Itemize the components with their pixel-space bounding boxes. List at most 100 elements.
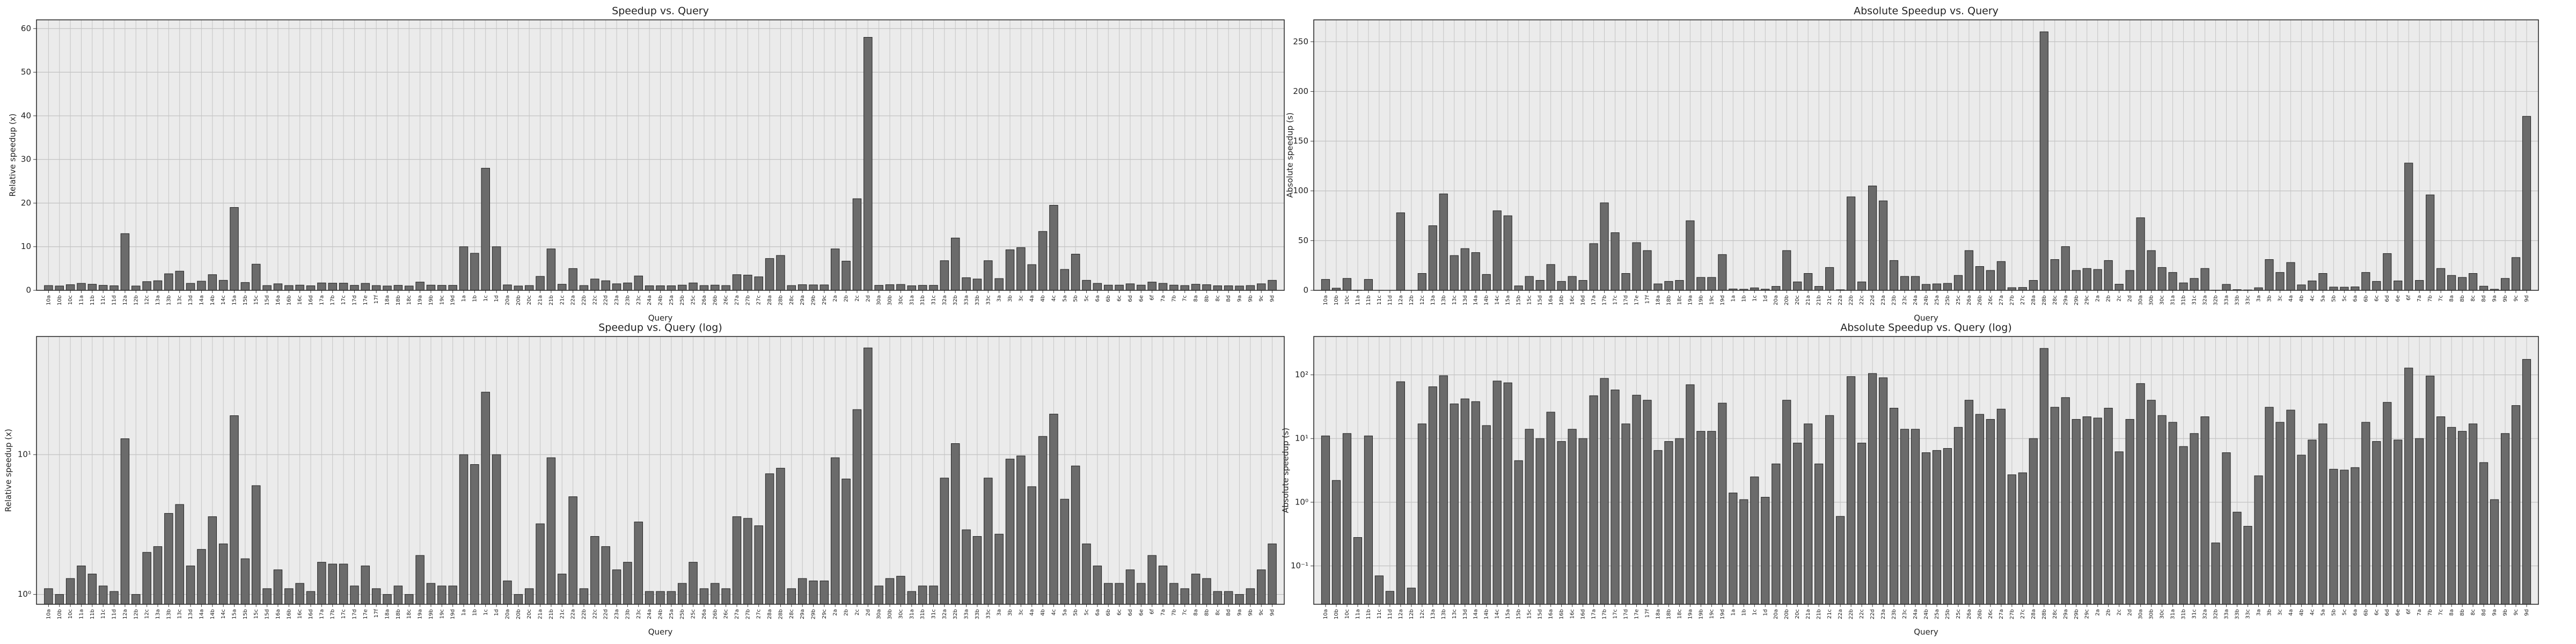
x-tick-label: 8c <box>2470 295 2476 302</box>
bar <box>1868 185 1877 291</box>
x-tick-label: 23a <box>1880 609 1886 619</box>
x-tick-label: 11b <box>1366 609 1372 619</box>
bar <box>2222 284 2231 291</box>
x-tick-label: 6c <box>1117 609 1123 616</box>
bar <box>994 278 1004 291</box>
x-tick-label: 25b <box>679 609 685 619</box>
bar <box>754 525 763 605</box>
bar <box>1707 277 1716 291</box>
bar <box>2190 278 2199 291</box>
x-tick-label: 4c <box>1051 295 1057 302</box>
bar <box>2447 275 2456 291</box>
bar <box>765 473 774 605</box>
bar <box>667 591 676 605</box>
bar <box>437 586 447 605</box>
bar <box>721 588 730 605</box>
bar <box>558 284 567 291</box>
x-tick-label: 25b <box>679 295 685 305</box>
x-tick-label: 25a <box>669 609 675 619</box>
bar <box>743 518 752 605</box>
bar <box>1428 225 1437 291</box>
bar <box>1038 231 1048 291</box>
bar <box>2093 269 2102 291</box>
bar <box>1060 499 1070 605</box>
x-tick-label: 5a <box>1062 609 1068 616</box>
x-tick-label: 32b <box>953 295 958 305</box>
bar <box>2340 470 2349 605</box>
x-tick-label: 6b <box>2363 609 2369 616</box>
bar <box>2329 469 2338 605</box>
x-tick-label: 5a <box>2320 295 2326 302</box>
x-tick-label: 4b <box>1040 295 1046 302</box>
bar <box>1460 398 1469 605</box>
x-tick-label: 8a <box>2449 295 2455 302</box>
bar <box>1707 431 1716 605</box>
x-tick-label: 8a <box>2449 609 2455 616</box>
x-tick-label: 26c <box>1988 609 1994 619</box>
bar <box>459 246 469 291</box>
bar <box>831 457 840 605</box>
x-tick-label: 11a <box>1355 295 1361 305</box>
x-tick-label: 13d <box>188 295 194 305</box>
bar <box>1847 376 1856 605</box>
bar <box>536 523 545 605</box>
bar <box>55 286 64 291</box>
x-tick-label: 17a <box>1591 609 1597 619</box>
bar <box>831 248 840 291</box>
bar <box>1125 569 1135 605</box>
x-tick-label: 11c <box>1377 609 1382 619</box>
x-tick-label: 17e <box>363 295 369 305</box>
bar <box>2125 419 2134 605</box>
x-tick-label: 9d <box>2524 609 2530 616</box>
x-tick-label: 23c <box>1902 295 1908 305</box>
bar <box>262 588 272 605</box>
x-tick-label: 11d <box>1387 609 1393 619</box>
x-tick-label: 12a <box>1398 609 1404 619</box>
x-tick-label: 2b <box>844 609 850 616</box>
x-tick-label: 20c <box>1795 609 1801 619</box>
bar <box>437 285 447 291</box>
y-tick-label: 10¹ <box>1295 434 1308 443</box>
x-tick-label: 12c <box>144 609 150 619</box>
x-tick-label: 10c <box>1344 609 1350 619</box>
x-tick-label: 1c <box>483 609 489 616</box>
x-tick-label: 31b <box>920 295 926 305</box>
x-tick-label: 1a <box>461 609 467 616</box>
subplot: 10⁰ 10¹ 10a 10b 10c 11a 11b 11c 11d 12a 12b 12c 13a 1… <box>4 322 1285 637</box>
x-tick-label: 2d <box>2127 609 2133 616</box>
x-tick-label: 14c <box>221 295 226 305</box>
x-tick-label: 28c <box>789 295 795 305</box>
x-tick-label: 24a <box>1913 609 1919 619</box>
bar <box>492 454 501 605</box>
x-tick-label: 6e <box>2395 609 2401 616</box>
x-tick-label: 1b <box>1741 295 1747 302</box>
x-tick-label: 29c <box>822 295 828 305</box>
x-tick-label: 17f <box>374 609 379 618</box>
bar <box>1696 431 1706 605</box>
x-tick-label: 8b <box>2460 609 2465 616</box>
x-tick-label: 5b <box>1073 609 1079 616</box>
x-tick-label: 17c <box>1613 609 1619 619</box>
bar <box>2157 415 2167 605</box>
x-tick-label: 32a <box>942 609 948 619</box>
x-tick-label: 24b <box>1923 295 1929 305</box>
x-tick-label: 26b <box>712 295 718 305</box>
x-tick-label: 14a <box>1473 609 1479 619</box>
bar <box>1611 390 1620 605</box>
x-tick-label: 6d <box>1128 609 1133 616</box>
x-tick-label: 22b <box>581 609 587 619</box>
x-tick-label: 30c <box>898 609 904 619</box>
bar <box>1503 382 1512 605</box>
bar <box>2061 397 2070 605</box>
bar <box>1943 283 1952 291</box>
bar <box>2340 287 2349 291</box>
bar <box>153 280 163 291</box>
x-tick-label: 3a <box>2256 609 2262 616</box>
x-tick-label: 16d <box>1580 609 1586 619</box>
bar <box>2351 287 2360 291</box>
bar <box>2050 407 2059 605</box>
bar <box>1492 210 1502 291</box>
bar <box>1546 412 1555 605</box>
x-tick-label: 15d <box>1538 609 1543 619</box>
axes-frame <box>1313 19 2539 291</box>
